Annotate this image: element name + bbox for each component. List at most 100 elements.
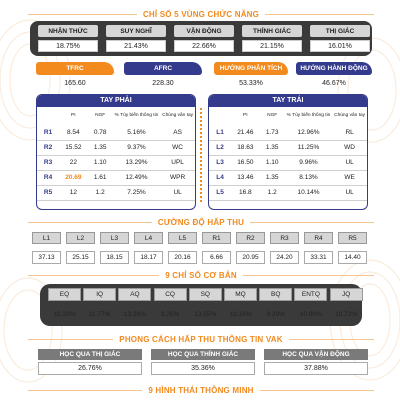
table-cell: UPL [160,155,195,171]
table-row: L1 21.46 1.73 12.96% RL [209,125,367,141]
table-cell: 20.69 [59,170,88,186]
cuong-do-label: L3 [100,232,129,244]
table-cell: 22 [59,155,88,171]
vung-value: 18.75% [38,40,98,52]
hand-divider [200,108,202,202]
chi-so-value: 9.39% [266,310,285,318]
cuong-do-label: R1 [202,232,231,244]
table-cell: 9.37% [112,140,161,156]
cuong-do-label: R5 [338,232,367,244]
column-header: PI [71,113,76,119]
tay-phai-title: TAY PHẢI [37,95,195,107]
section-title-text: PHONG CÁCH HẤP THU THÔNG TIN VAK [119,334,283,344]
tfrc-value: 165.60 [64,80,86,87]
table-cell: 1.35 [259,170,285,186]
huong-hanh-dong-value: 46.67% [322,80,346,87]
table-cell: 9.96% [284,155,333,171]
cuong-do-value: 37.13 [32,251,61,264]
table-row: L5 16.8 1.2 10.14% UL [209,185,367,201]
vung-label: THÍNH GIÁC [242,25,302,37]
afrc-value: 228.30 [152,80,174,87]
table-row: R3 22 1.10 13.29% UPL [37,155,195,171]
table-cell: 11.25% [284,140,333,156]
section-title-text: 9 CHỈ SỐ CƠ BẢN [165,270,237,280]
table-cell: WPR [160,170,195,186]
chi-so-value: 11.77% [88,310,111,318]
chi-so-label: ENTQ [294,288,328,301]
table-row: R5 12 1.2 7.25% UL [37,185,195,201]
tay-trai-grid: PI NGF % Tùy biến thông tin Chủng vân tay L1… [209,107,367,201]
column-header [209,107,231,125]
finger-id: L4 [209,170,232,186]
table-row: R2 15.52 1.35 9.37% WC [37,140,195,156]
chi-so-label: SQ [188,288,222,301]
cuong-do-label: R4 [304,232,333,244]
cuong-do-value: 18.15 [100,251,129,264]
vung-label: THỊ GIÁC [310,25,370,37]
column-header: Chủng vân tay [334,113,366,119]
column-header: NGF [267,113,278,119]
table-cell: UL [332,155,367,171]
cuong-do-label: R2 [236,232,265,244]
vak-label: HỌC QUA VẬN ĐỘNG [264,349,368,360]
finger-id: L2 [209,140,232,156]
table-cell: 18.63 [231,140,260,156]
vak-value: 35.36% [151,362,255,375]
cuong-do-label: L1 [32,232,61,244]
table-cell: 1.2 [259,185,285,201]
table-cell: WE [332,170,367,186]
finger-id: R2 [37,140,60,156]
vak-value: 26.76% [38,362,142,375]
vung-value: 21.43% [106,40,166,52]
table-cell: 1.10 [259,155,285,171]
chi-so-value: 10.33% [53,310,76,318]
tay-trai-table: TAY TRÁI PI NGF % Tùy biến thông tin Chủng … [208,94,368,210]
cuong-do-label: R3 [270,232,299,244]
chi-so-label: CQ [153,288,187,301]
table-cell: WC [160,140,195,156]
afrc-label: AFRC [124,62,202,75]
column-header: % Tùy biến thông tin [114,113,159,119]
table-cell: UL [160,185,195,201]
cuong-do-label: L2 [66,232,95,244]
cuong-do-value: 24.20 [270,251,299,264]
chi-so-value: 10.90% [299,310,322,318]
table-cell: 15.52 [59,140,88,156]
chi-so-value: 13.55% [194,310,217,318]
finger-id: R4 [37,170,60,186]
column-header [37,107,59,125]
cuong-do-value: 18.17 [134,251,163,264]
table-cell: 12 [59,185,88,201]
finger-id: R5 [37,185,60,201]
table-row: R4 20.69 1.61 12.49% WPR [37,170,195,186]
table-cell: 1.35 [87,140,113,156]
finger-id: L5 [209,185,232,201]
table-cell: 13.29% [112,155,161,171]
tay-phai-table: TAY PHẢI PI NGF % Tùy biến thông tin Chủng … [36,94,196,210]
cuong-do-value: 25.15 [66,251,95,264]
table-cell: 0.78 [87,125,113,141]
section-title-9-chi-so: 9 CHỈ SỐ CƠ BẢN [28,269,375,281]
vung-label: SUY NGHĨ [106,25,166,37]
table-row: L4 13.46 1.35 8.13% WE [209,170,367,186]
table-cell: 1.61 [87,170,113,186]
cuong-do-label: L5 [168,232,197,244]
huong-hanh-dong-label: HƯỚNG HÀNH ĐỘNG [296,62,372,75]
vak-value: 37.88% [264,362,368,375]
vung-label: VẬN ĐỘNG [174,25,234,37]
table-cell: 21.46 [231,125,260,141]
section-title-cuong-do: CƯỜNG ĐỘ HẤP THU [28,216,375,228]
table-cell: 1.2 [87,185,113,201]
section-title-text: CƯỜNG ĐỘ HẤP THU [157,217,245,227]
report-page: CHỈ SỐ 5 VÙNG CHỨC NĂNG NHẬN THỨC 18.75% S… [28,0,375,400]
huong-phan-tich-label: HƯỚNG PHÂN TÍCH [214,62,288,75]
table-cell: 13.46 [231,170,260,186]
chi-so-label: MQ [224,288,257,301]
tay-phai-grid: PI NGF % Tùy biến thông tin Chủng vân tay R1… [37,107,195,201]
table-row: L2 18.63 1.35 11.25% WD [209,140,367,156]
column-header: % Tùy biến thông tin [286,113,331,119]
section-title-5-vung: CHỈ SỐ 5 VÙNG CHỨC NĂNG [28,8,375,20]
finger-id: R3 [37,155,60,171]
table-cell: 8.13% [284,170,333,186]
table-row: L3 16.50 1.10 9.96% UL [209,155,367,171]
